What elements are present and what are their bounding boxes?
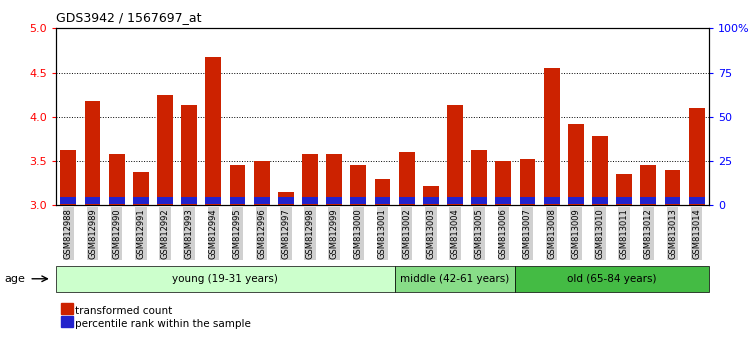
Bar <box>206 197 221 204</box>
Bar <box>375 179 390 205</box>
Bar <box>568 197 584 204</box>
Legend: transformed count, percentile rank within the sample: transformed count, percentile rank withi… <box>62 306 250 329</box>
Bar <box>544 68 560 205</box>
Bar <box>664 170 680 205</box>
Bar <box>515 266 709 292</box>
Bar <box>350 197 366 204</box>
Bar <box>109 154 124 205</box>
Bar <box>133 172 148 205</box>
Bar <box>399 152 415 205</box>
Bar <box>350 166 366 205</box>
Bar <box>302 154 318 205</box>
Bar <box>471 197 487 204</box>
Bar <box>496 197 512 204</box>
Text: GDS3942 / 1567697_at: GDS3942 / 1567697_at <box>56 11 202 24</box>
Bar <box>592 136 608 205</box>
Bar <box>592 197 608 204</box>
Bar <box>326 197 342 204</box>
Bar <box>158 197 172 204</box>
Bar <box>230 166 245 205</box>
Bar <box>520 197 536 204</box>
Text: age: age <box>4 274 26 284</box>
Bar <box>254 161 269 205</box>
Bar <box>399 197 415 204</box>
Bar <box>158 95 172 205</box>
Bar <box>182 197 197 204</box>
Bar <box>471 150 487 205</box>
Text: young (19-31 years): young (19-31 years) <box>172 274 278 284</box>
Bar <box>56 266 394 292</box>
Bar <box>254 197 269 204</box>
Bar <box>447 105 463 205</box>
Bar <box>496 161 512 205</box>
Bar <box>640 197 656 204</box>
Bar <box>520 159 536 205</box>
Bar <box>206 57 221 205</box>
Bar <box>61 197 76 204</box>
Bar <box>278 197 294 204</box>
Bar <box>616 175 632 205</box>
Bar <box>326 154 342 205</box>
Bar <box>278 192 294 205</box>
Bar <box>230 197 245 204</box>
Bar <box>664 197 680 204</box>
Bar <box>85 197 100 204</box>
Bar <box>616 197 632 204</box>
Bar <box>423 186 439 205</box>
Bar <box>182 105 197 205</box>
Text: old (65-84 years): old (65-84 years) <box>567 274 657 284</box>
Bar <box>447 197 463 204</box>
Bar <box>85 101 100 205</box>
Bar <box>394 266 515 292</box>
Bar <box>423 197 439 204</box>
Bar <box>302 197 318 204</box>
Bar <box>688 108 704 205</box>
Bar <box>133 197 148 204</box>
Bar <box>61 150 76 205</box>
Bar <box>544 197 560 204</box>
Text: middle (42-61 years): middle (42-61 years) <box>400 274 509 284</box>
Bar <box>375 197 390 204</box>
Bar <box>568 124 584 205</box>
Bar <box>109 197 124 204</box>
Bar <box>688 197 704 204</box>
Bar <box>640 166 656 205</box>
